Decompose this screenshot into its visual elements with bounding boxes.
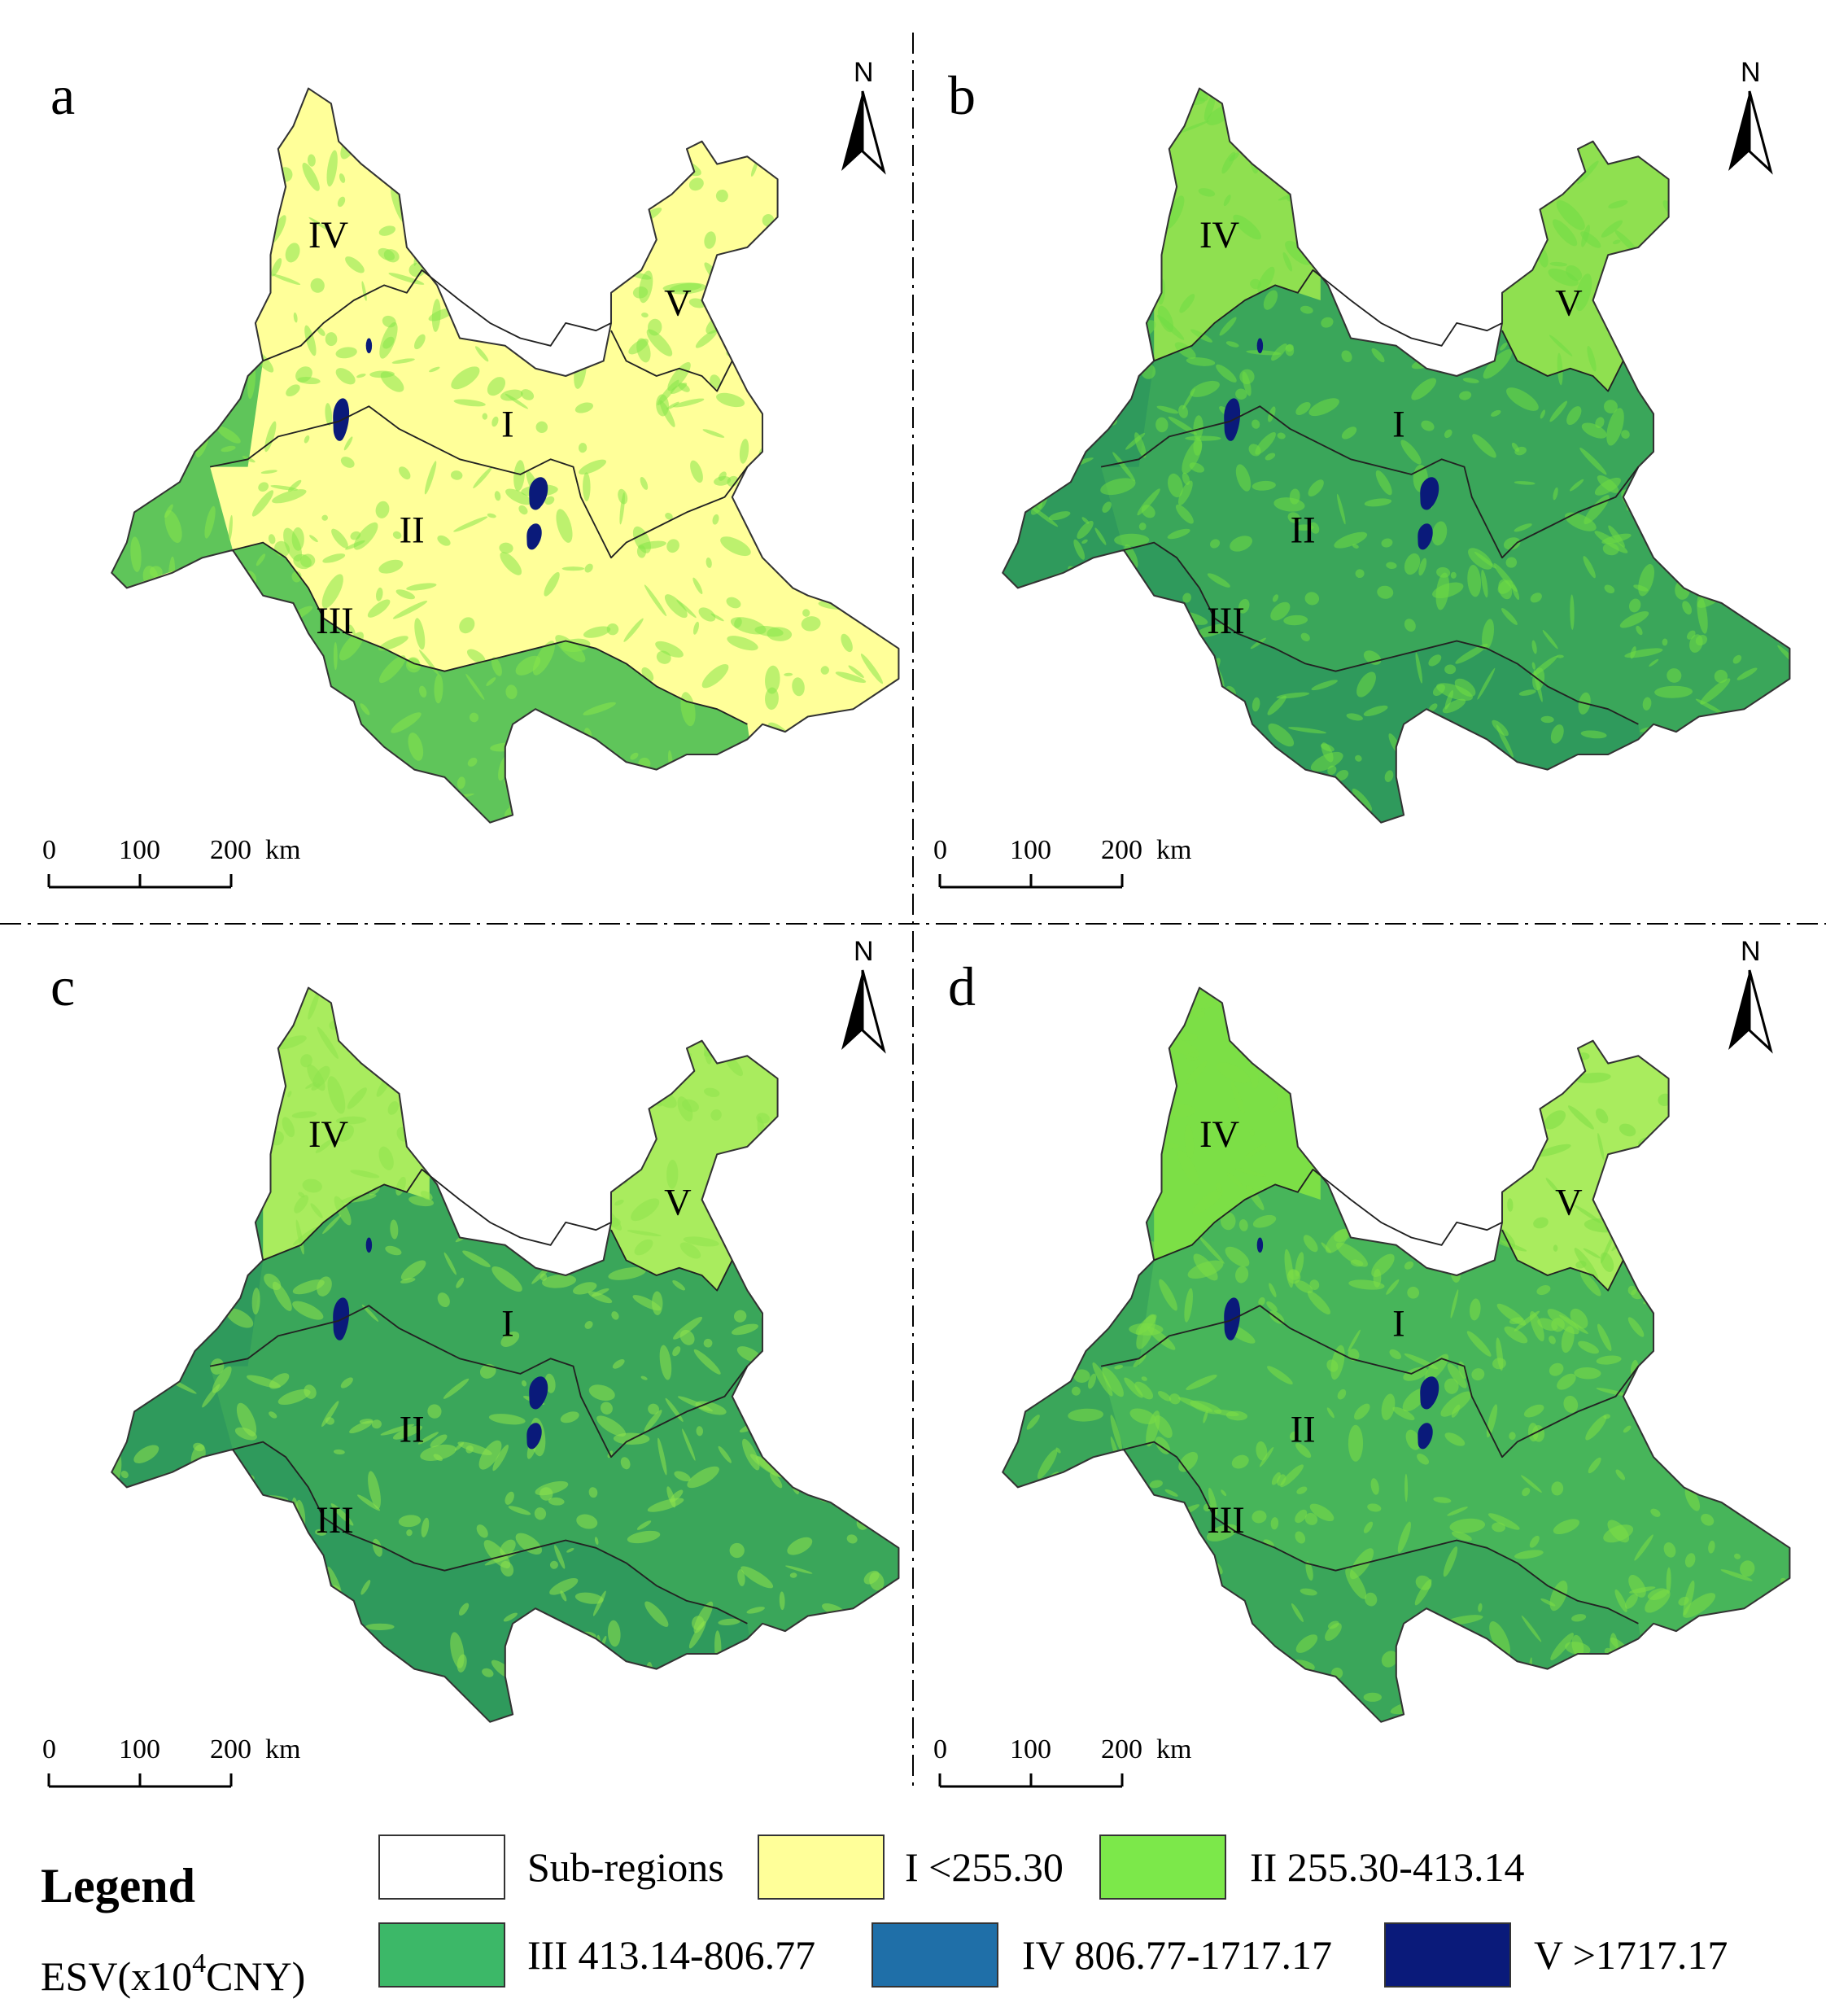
subregion-label-I: I — [501, 404, 514, 445]
panel-letter: b — [948, 64, 976, 126]
scale-tick-label: 0 — [933, 1734, 947, 1765]
scale-tick-label: 100 — [119, 1734, 160, 1765]
legend-item: Sub-regions — [378, 1835, 724, 1900]
subregion-label-IV: IV — [308, 1114, 348, 1156]
scale-bar: 0 100 200 km — [42, 835, 300, 889]
scale-tick-label: 100 — [1010, 1734, 1051, 1765]
scale-tick-label: 200 — [210, 835, 251, 865]
scale-tick-label: 0 — [42, 835, 56, 865]
scale-tick-label: 0 — [42, 1734, 56, 1765]
subregion-label-II: II — [400, 510, 425, 552]
legend-item: V >1717.17 — [1384, 1922, 1728, 1988]
scale-unit: km — [265, 1734, 300, 1765]
scale-unit: km — [1156, 835, 1191, 865]
legend-item: II 255.30-413.14 — [1099, 1835, 1524, 1900]
subregion-label-III: III — [316, 601, 353, 642]
scale-tick-label: 100 — [119, 835, 160, 865]
subregion-label-IV: IV — [1199, 215, 1239, 256]
subregion-label-I: I — [1392, 1303, 1405, 1345]
legend: Legend ESV(x104CNY) Sub-regions I <255.30… — [41, 1835, 1728, 1999]
legend-swatch — [378, 1835, 505, 1900]
north-arrow-icon: N — [1728, 936, 1773, 1054]
subregion-label-IV: IV — [308, 215, 348, 256]
subregion-label-III: III — [1207, 1500, 1244, 1542]
scale-tick-label: 200 — [1101, 835, 1142, 865]
scale-bar: 0 100 200 km — [933, 835, 1191, 889]
scale-unit: km — [1156, 1734, 1191, 1765]
legend-subtitle: ESV(x104CNY) — [41, 1948, 305, 1999]
legend-swatch — [378, 1922, 505, 1988]
subregion-label-II: II — [400, 1410, 425, 1451]
scale-unit: km — [265, 835, 300, 865]
legend-label: III 413.14-806.77 — [527, 1932, 815, 1978]
subregion-label-V: V — [664, 1183, 692, 1224]
subregion-label-III: III — [316, 1500, 353, 1542]
legend-swatch — [1384, 1922, 1511, 1988]
panel-letter: d — [948, 956, 976, 1017]
panel-letter: c — [50, 956, 75, 1017]
subregion-label-V: V — [1555, 283, 1583, 325]
north-label: N — [1741, 57, 1761, 88]
legend-swatch — [1099, 1835, 1226, 1900]
legend-item: III 413.14-806.77 — [378, 1922, 815, 1988]
subregion-label-IV: IV — [1199, 1114, 1239, 1156]
legend-swatch — [872, 1922, 998, 1988]
subregion-label-I: I — [501, 1303, 514, 1345]
north-label: N — [854, 936, 874, 967]
subregion-label-I: I — [1392, 404, 1405, 445]
scale-tick-label: 200 — [210, 1734, 251, 1765]
legend-label: Sub-regions — [527, 1844, 724, 1890]
legend-swatch — [758, 1835, 885, 1900]
legend-label: V >1717.17 — [1534, 1932, 1728, 1978]
panel-letter: a — [50, 64, 75, 126]
legend-title: Legend — [41, 1859, 195, 1913]
scale-bar: 0 100 200 km — [933, 1734, 1191, 1788]
north-arrow-icon: N — [1728, 57, 1773, 175]
scale-bar: 0 100 200 km — [42, 1734, 300, 1788]
subregion-label-V: V — [1555, 1183, 1583, 1224]
north-label: N — [1741, 936, 1761, 967]
subregion-label-II: II — [1291, 510, 1316, 552]
subregion-label-V: V — [664, 283, 692, 325]
legend-label: II 255.30-413.14 — [1250, 1844, 1524, 1890]
scale-tick-label: 100 — [1010, 835, 1051, 865]
subregion-label-II: II — [1291, 1410, 1316, 1451]
north-label: N — [854, 57, 874, 88]
legend-items: Sub-regions I <255.30 II 255.30-413.14 III … — [378, 1835, 1728, 1988]
legend-item: I <255.30 — [758, 1835, 1064, 1900]
scale-tick-label: 200 — [1101, 1734, 1142, 1765]
subregion-label-III: III — [1207, 601, 1244, 642]
north-arrow-icon: N — [841, 936, 886, 1054]
legend-label: IV 806.77-1717.17 — [1022, 1932, 1332, 1978]
legend-item: IV 806.77-1717.17 — [872, 1922, 1332, 1988]
legend-label: I <255.30 — [905, 1844, 1064, 1890]
scale-tick-label: 0 — [933, 835, 947, 865]
north-arrow-icon: N — [841, 57, 886, 175]
